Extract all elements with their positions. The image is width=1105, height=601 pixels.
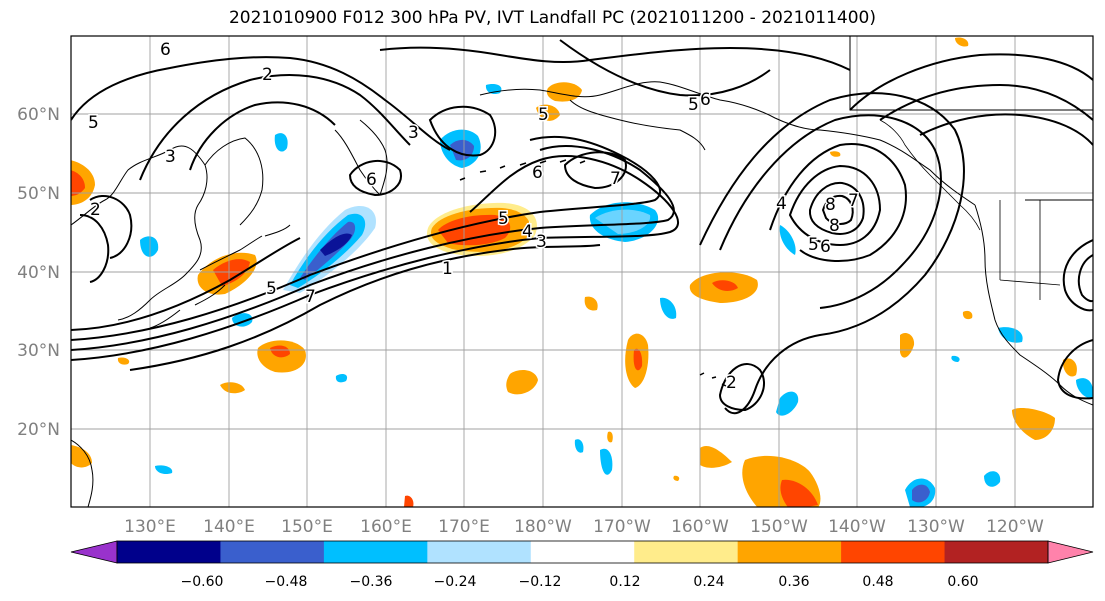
svg-text:5: 5 — [88, 113, 99, 133]
colorbar-segment — [530, 541, 635, 563]
colorbar-extend-low — [70, 540, 118, 564]
svg-text:6: 6 — [700, 90, 711, 110]
colorbar-segment — [737, 541, 842, 563]
colorbar-segment — [323, 541, 428, 563]
svg-text:5: 5 — [538, 105, 549, 125]
svg-text:5: 5 — [498, 209, 509, 229]
lon-label: 130°W — [907, 517, 965, 537]
svg-text:6: 6 — [820, 237, 831, 257]
colorbar-segment — [220, 541, 325, 563]
lon-label: 150°W — [750, 517, 808, 537]
svg-text:3: 3 — [408, 123, 419, 143]
colorbar-tick: 0.60 — [947, 574, 978, 590]
svg-text:6: 6 — [160, 40, 171, 60]
lon-label: 160°E — [360, 517, 412, 537]
svg-text:5: 5 — [266, 279, 277, 299]
colorbar-segment — [634, 541, 739, 563]
lon-label: 180°W — [514, 517, 572, 537]
lon-label: 130°E — [124, 517, 176, 537]
colorbar-tick: −0.60 — [181, 574, 224, 590]
colorbar-tick: 0.24 — [693, 574, 724, 590]
lat-label: 40°N — [17, 263, 60, 283]
lon-label: 140°W — [828, 517, 886, 537]
colorbar-border — [116, 540, 1049, 564]
svg-text:7: 7 — [848, 191, 859, 211]
map-frame — [70, 35, 1094, 508]
svg-text:7: 7 — [610, 169, 621, 189]
lon-label: 160°W — [671, 517, 729, 537]
colorbar-tick-labels: −0.60 −0.48 −0.36 −0.24 −0.12 0.12 0.24 … — [181, 574, 979, 590]
svg-text:7: 7 — [305, 287, 316, 307]
lon-label: 140°E — [203, 517, 255, 537]
colorbar: −0.60 −0.48 −0.36 −0.24 −0.12 0.12 0.24 … — [70, 540, 1094, 590]
lon-label: 170°E — [438, 517, 490, 537]
colorbar-extend-high — [1047, 540, 1094, 564]
lat-label: 60°N — [17, 105, 60, 125]
svg-text:1: 1 — [442, 259, 453, 279]
coastlines — [71, 36, 1093, 507]
svg-text:5: 5 — [808, 235, 819, 255]
lon-label: 170°W — [593, 517, 651, 537]
svg-text:8: 8 — [825, 195, 836, 215]
colorbar-tick: −0.36 — [350, 574, 393, 590]
lat-label: 20°N — [17, 420, 60, 440]
svg-text:4: 4 — [776, 194, 787, 214]
lat-label: 30°N — [17, 341, 60, 361]
colorbar-tick: −0.12 — [519, 574, 562, 590]
svg-text:8: 8 — [829, 216, 840, 236]
svg-text:2: 2 — [262, 65, 273, 85]
svg-text:2: 2 — [90, 200, 101, 220]
svg-text:3: 3 — [165, 147, 176, 167]
lat-label: 50°N — [17, 184, 60, 204]
svg-text:5: 5 — [688, 95, 699, 115]
colorbar-tick: 0.36 — [778, 574, 809, 590]
latitude-labels: 60°N 50°N 40°N 30°N 20°N — [17, 105, 60, 440]
colorbar-tick: 0.48 — [862, 574, 893, 590]
colorbar-segment — [427, 541, 532, 563]
svg-text:6: 6 — [532, 163, 543, 183]
svg-text:6: 6 — [366, 170, 377, 190]
pv-contours — [71, 39, 1093, 415]
colorbar-tick: −0.24 — [434, 574, 477, 590]
longitude-labels: 130°E 140°E 150°E 160°E 170°E 180°W 170°… — [124, 517, 1044, 537]
colorbar-segment — [117, 541, 221, 563]
colorbar-tick: −0.48 — [265, 574, 308, 590]
contour-labels: 6 2 5 3 2 5 3 5 4 3 1 6 7 5 6 8 7 4 5 6 … — [87, 39, 861, 395]
pv-anomaly-shading — [71, 37, 1093, 507]
colorbar-segments — [70, 540, 1094, 564]
colorbar-tick: 0.12 — [609, 574, 640, 590]
svg-text:4: 4 — [522, 222, 533, 242]
lon-label: 120°W — [986, 517, 1044, 537]
map-title: 2021010900 F012 300 hPa PV, IVT Landfall… — [228, 8, 876, 28]
lon-label: 150°E — [281, 517, 333, 537]
svg-text:3: 3 — [536, 232, 547, 252]
colorbar-segment — [944, 541, 1049, 563]
colorbar-segment — [841, 541, 946, 563]
svg-text:2: 2 — [726, 373, 737, 393]
